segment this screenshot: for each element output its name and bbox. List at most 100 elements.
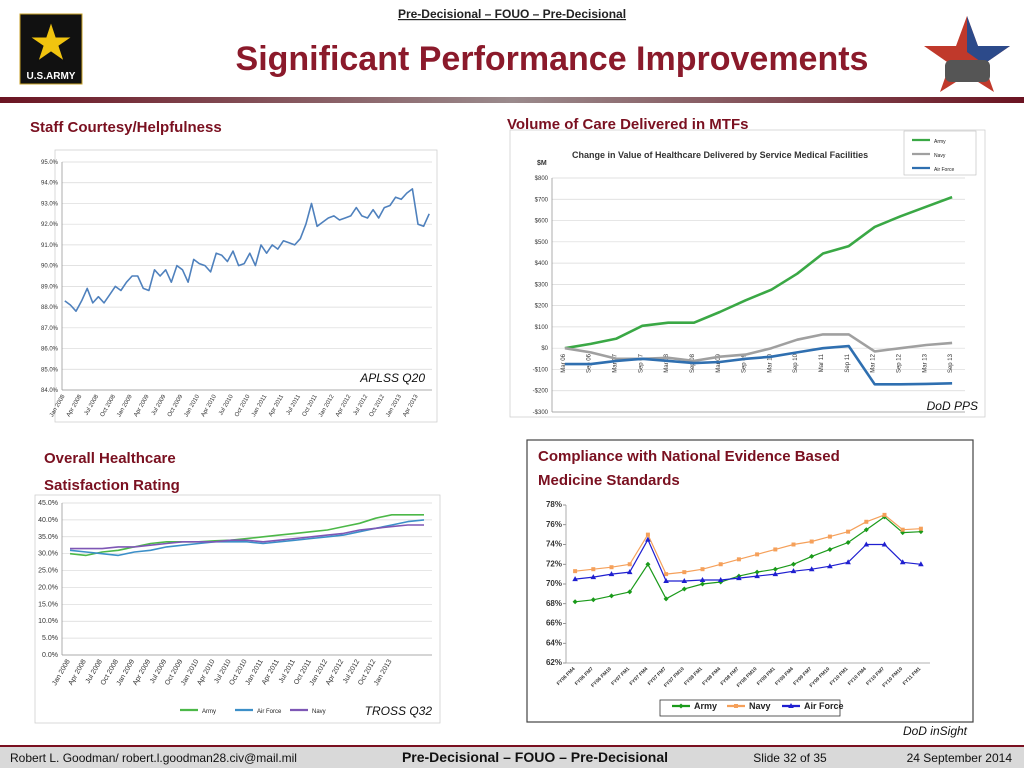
point-marker bbox=[627, 562, 632, 567]
y-tick-label: 94.0% bbox=[41, 181, 59, 187]
y-tick-label: 84.0% bbox=[41, 388, 59, 394]
y-tick-label: $700 bbox=[535, 197, 549, 203]
y-tick-label: 5.0% bbox=[42, 635, 58, 642]
x-tick-label: Mar 10 bbox=[767, 353, 773, 372]
point-marker bbox=[573, 569, 578, 574]
point-marker bbox=[754, 573, 760, 579]
y-tick-label: 20.0% bbox=[38, 584, 58, 591]
y-tick-label: 88.0% bbox=[41, 305, 59, 311]
legend-marker bbox=[788, 703, 794, 708]
y-tick-label: 90.0% bbox=[41, 264, 59, 270]
y-tick-label: 10.0% bbox=[38, 618, 58, 625]
y-tick-label: $600 bbox=[535, 219, 549, 225]
chart-frame bbox=[34, 494, 441, 724]
point-marker bbox=[591, 567, 596, 572]
y-tick-label: 78% bbox=[546, 500, 562, 509]
x-tick-label: Mar 11 bbox=[819, 353, 825, 372]
point-marker bbox=[846, 529, 851, 534]
point-marker bbox=[773, 547, 778, 552]
legend-label: Navy bbox=[749, 701, 771, 711]
source-note: DoD PPS bbox=[927, 399, 978, 413]
point-marker bbox=[590, 597, 596, 603]
footer-slide: Slide 32 of 35 bbox=[753, 751, 827, 765]
point-marker bbox=[590, 574, 597, 580]
y-tick-label: 95.0% bbox=[41, 160, 59, 166]
legend-label: Army bbox=[694, 701, 717, 711]
point-marker bbox=[808, 566, 815, 572]
legend-label: Air Force bbox=[804, 701, 844, 711]
point-marker bbox=[718, 562, 723, 567]
point-marker bbox=[681, 586, 687, 592]
point-marker bbox=[918, 526, 923, 531]
army-logo: U.S.ARMY bbox=[19, 13, 83, 85]
y-tick-label: $300 bbox=[535, 282, 549, 288]
slide-title: Significant Performance Improvements bbox=[236, 40, 869, 78]
x-tick-label: Sep 07 bbox=[638, 353, 644, 373]
chart-title: Overall Healthcare bbox=[44, 450, 176, 467]
point-marker bbox=[863, 527, 869, 533]
legend-marker bbox=[734, 704, 738, 708]
y-tick-label: -$200 bbox=[533, 389, 549, 395]
point-marker bbox=[790, 568, 797, 574]
point-marker bbox=[627, 589, 633, 595]
series-line bbox=[564, 344, 953, 386]
series-line bbox=[575, 516, 921, 603]
y-tick-label: 15.0% bbox=[38, 601, 58, 608]
x-tick-label: Sep 12 bbox=[896, 353, 902, 373]
series-line bbox=[575, 514, 921, 575]
point-marker bbox=[882, 512, 887, 517]
x-tick-label: Mar 07 bbox=[613, 353, 619, 372]
source-note: APLSS Q20 bbox=[359, 371, 425, 385]
charts: Staff Courtesy/Helpfulness 84.0% 85.0% 86.0… bbox=[30, 116, 986, 738]
x-tick-label: Sep 10 bbox=[793, 353, 799, 373]
y-tick-label: 30.0% bbox=[38, 551, 58, 558]
chart-title: Satisfaction Rating bbox=[44, 477, 180, 494]
series-line bbox=[564, 195, 953, 350]
source-note: DoD inSight bbox=[903, 724, 968, 738]
y-tick-label: $500 bbox=[535, 240, 549, 246]
point-marker bbox=[772, 566, 778, 572]
point-marker bbox=[608, 571, 615, 577]
point-marker bbox=[681, 578, 688, 584]
chart-frame bbox=[526, 439, 974, 723]
legend-frame bbox=[659, 699, 841, 717]
service-emblem bbox=[924, 16, 1010, 92]
legend-marker bbox=[678, 703, 684, 709]
point-marker bbox=[845, 540, 851, 546]
legend-label: Air Force bbox=[257, 709, 282, 715]
y-axis-label: $M bbox=[537, 160, 547, 167]
point-marker bbox=[918, 561, 924, 567]
y-tick-label: 87.0% bbox=[41, 326, 59, 332]
y-tick-label: -$300 bbox=[533, 410, 549, 416]
y-tick-label: 25.0% bbox=[38, 568, 58, 575]
chart-subtitle: Change in Value of Healthcare Delivered … bbox=[572, 150, 868, 160]
footer-classification: Pre-Decisional – FOUO – Pre-Decisional bbox=[402, 749, 668, 765]
point-marker bbox=[863, 541, 870, 547]
point-marker bbox=[881, 541, 888, 547]
series-line bbox=[64, 188, 430, 312]
x-tick-label: Mar 12 bbox=[871, 353, 877, 372]
footer-author: Robert L. Goodman/ robert.l.goodman28.ci… bbox=[10, 751, 297, 765]
point-marker bbox=[827, 563, 833, 569]
y-tick-label: $800 bbox=[535, 176, 549, 182]
series-line bbox=[69, 519, 425, 557]
point-marker bbox=[700, 581, 705, 587]
point-marker bbox=[664, 572, 669, 577]
y-tick-label: 66% bbox=[546, 619, 562, 628]
point-marker bbox=[645, 536, 651, 542]
point-marker bbox=[736, 575, 742, 581]
y-tick-label: 91.0% bbox=[41, 243, 59, 249]
chart-title: Staff Courtesy/Helpfulness bbox=[30, 119, 222, 136]
point-marker bbox=[791, 542, 796, 547]
footer-bar bbox=[0, 746, 1024, 768]
point-marker bbox=[663, 596, 669, 602]
point-marker bbox=[791, 561, 796, 567]
footer-date: 24 September 2014 bbox=[907, 751, 1013, 765]
point-marker bbox=[864, 519, 869, 524]
y-tick-label: 45.0% bbox=[38, 500, 58, 507]
y-tick-label: 72% bbox=[546, 559, 562, 568]
y-tick-label: 89.0% bbox=[41, 284, 59, 290]
point-marker bbox=[609, 565, 614, 570]
